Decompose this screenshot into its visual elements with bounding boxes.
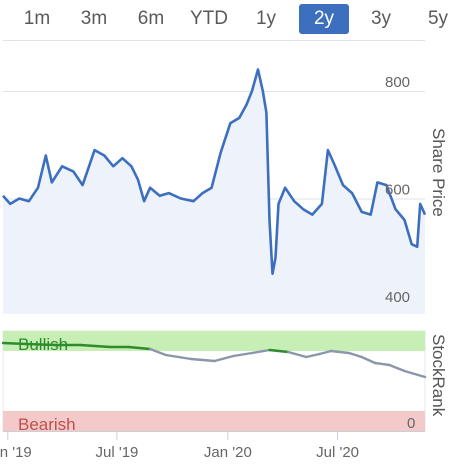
stockrank-segment (287, 350, 308, 359)
stockrank-segment (305, 352, 321, 359)
x-axis-ticks: Jan '19 Jul '19 Jan '20 Jul '20 (0, 431, 359, 461)
stockrank-segment (373, 361, 391, 367)
price-tick-labels: 400 600 800 (385, 74, 410, 306)
rank-tick-label: 0 (407, 415, 415, 432)
stockrank-segment (148, 347, 168, 357)
range-button-1y[interactable]: 1y (255, 8, 277, 29)
stockrank-segment (127, 345, 152, 351)
stockrank-segment (213, 354, 235, 363)
range-button-2y[interactable]: 2y (299, 4, 349, 34)
stockrank-segment (78, 343, 112, 349)
stockrank-segment (189, 357, 216, 363)
range-button-3y[interactable]: 3y (370, 8, 392, 29)
stockrank-segment (268, 348, 290, 354)
x-tick-label: Jan '20 (204, 444, 252, 461)
bearish-band (3, 411, 425, 431)
x-tick-label: Jul '19 (95, 444, 138, 461)
price-tick-label: 400 (385, 289, 410, 306)
x-tick-label: Jul '20 (316, 444, 359, 461)
stockrank-segment (403, 369, 427, 379)
stockrank-segment (250, 348, 271, 355)
x-tick-label: Jan '19 (0, 444, 32, 461)
range-button-3m[interactable]: 3m (80, 8, 108, 29)
rank-axis-label: StockRank (429, 334, 448, 417)
price-axis-label: Share Price (429, 128, 448, 217)
stockrank-segment (232, 351, 254, 358)
stockrank-segment (388, 363, 406, 373)
range-button-1m[interactable]: 1m (23, 8, 51, 29)
rank-tick-labels: 0 (407, 415, 415, 432)
stockrank-segment (360, 355, 377, 365)
range-button-ytd[interactable]: YTD (190, 8, 228, 29)
stockrank-line (1, 341, 427, 379)
range-button-6m[interactable]: 6m (137, 8, 165, 29)
stockrank-segment (25, 342, 56, 347)
bearish-label: Bearish (18, 415, 76, 434)
stockrank-segment (318, 349, 333, 356)
time-range-selector: 1m 3m 6m YTD 1y 2y 3y 5y (0, 0, 459, 36)
price-tick-label: 600 (385, 181, 410, 198)
range-button-5y[interactable]: 5y (427, 8, 449, 29)
stockrank-segment (329, 349, 351, 355)
price-line (2, 68, 427, 275)
stockrank-segment (347, 351, 363, 359)
stockrank-segment (1, 341, 28, 346)
stockrank-segment (164, 353, 193, 361)
price-tick-label: 800 (385, 74, 410, 91)
price-area-fill (3, 69, 425, 314)
